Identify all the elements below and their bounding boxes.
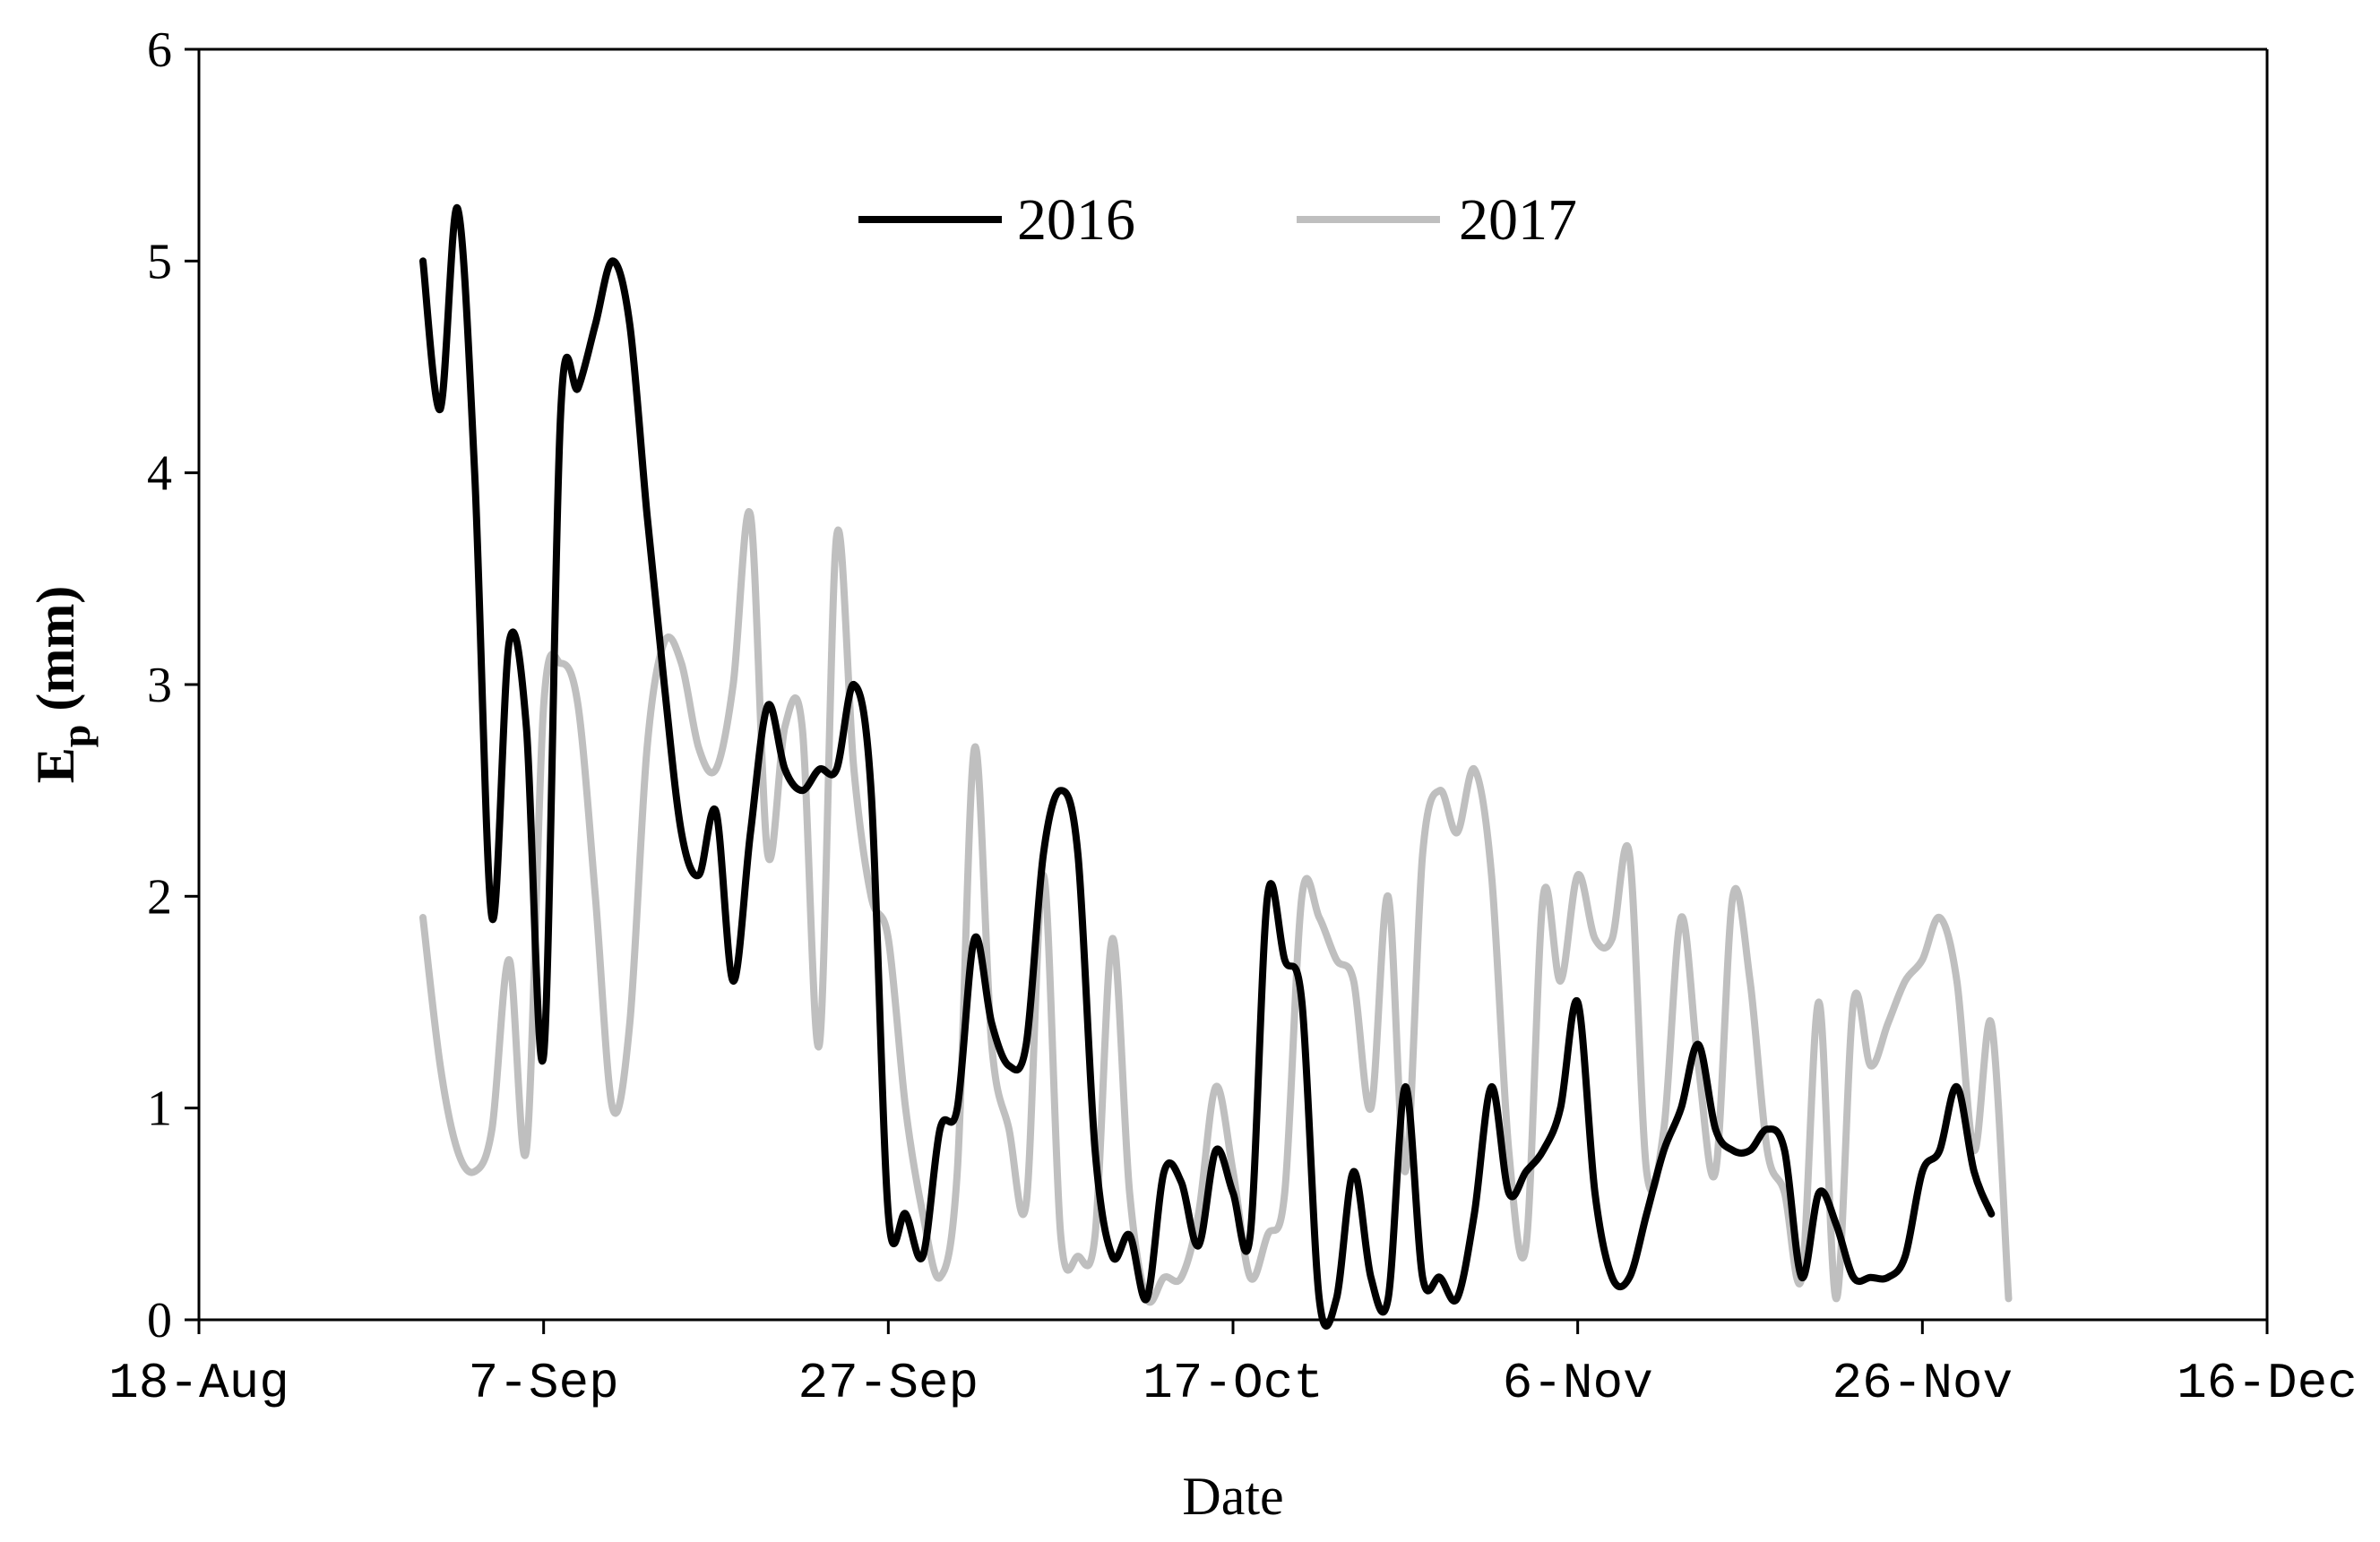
y-tick-label: 3 — [147, 658, 172, 713]
y-axis-title: Ep (mm) — [26, 586, 99, 784]
x-tick-label: 6-Nov — [1503, 1355, 1653, 1412]
x-ticks: 18-Aug 7-Sep 27-Sep 17-Oct 6-Nov 26-Nov 16-Dec — [108, 1320, 2358, 1412]
x-tick-label: 17-Oct — [1143, 1355, 1324, 1412]
x-tick-label: 18-Aug — [108, 1355, 289, 1412]
y-tick-label: 4 — [147, 446, 172, 502]
legend: 2016 2017 — [858, 187, 1577, 253]
y-axis-title-sub: p — [53, 725, 99, 748]
y-tick-label: 2 — [147, 869, 172, 925]
y-tick-label: 1 — [147, 1081, 172, 1137]
series-group — [419, 204, 2013, 1330]
y-axis-title-unit: (mm) — [26, 586, 85, 725]
x-tick-label: 27-Sep — [798, 1355, 979, 1412]
legend-label-2016: 2016 — [1017, 187, 1135, 253]
x-tick-label: 26-Nov — [1832, 1355, 2014, 1412]
x-tick-label: 16-Dec — [2177, 1355, 2358, 1412]
x-tick-label: 7-Sep — [469, 1355, 619, 1412]
series-line-2017 — [419, 508, 2013, 1306]
y-tick-label: 6 — [147, 22, 172, 78]
y-ticks: 0 1 2 3 4 5 6 — [147, 22, 199, 1348]
y-tick-label: 5 — [147, 234, 172, 289]
series-line-2016 — [419, 204, 1996, 1330]
y-axis-title-main: E — [26, 747, 85, 783]
legend-label-2017: 2017 — [1459, 187, 1577, 253]
y-tick-label: 0 — [147, 1293, 172, 1348]
x-axis-title: Date — [1182, 1467, 1283, 1526]
